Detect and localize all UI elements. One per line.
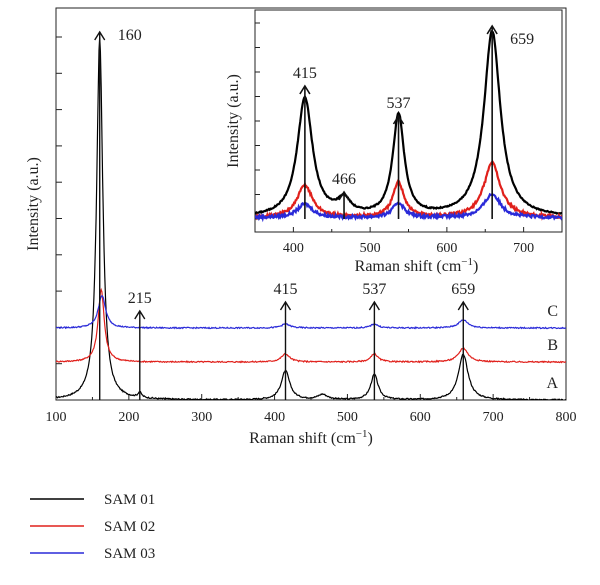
peak-label-537: 537 [362, 281, 386, 298]
series-line-sam-01 [56, 37, 566, 400]
x-axis-title: Raman shift (cm−1) [249, 428, 373, 447]
peak-marker-arrow [94, 30, 106, 41]
y-axis-title: Intensity (a.u.) [25, 157, 42, 251]
x-tick-label: 700 [483, 410, 504, 425]
peak-label-160: 160 [118, 27, 142, 44]
inset-series-line-sam-03 [255, 192, 562, 223]
inset-peak-marker-arrow [299, 84, 311, 95]
stack-label-c: C [547, 303, 558, 320]
x-tick-label: 100 [46, 410, 67, 425]
peak-label-415: 415 [274, 281, 298, 298]
inset-x-tick-label: 700 [513, 241, 534, 256]
inset-plot-frame [254, 9, 563, 233]
legend-label-sam-03: SAM 03 [104, 546, 155, 562]
x-tick-label: 600 [410, 410, 431, 425]
inset-peak-marker-arrow [338, 190, 350, 201]
peak-marker-arrow [457, 300, 469, 311]
inset-peak-marker-arrow [486, 24, 498, 35]
peak-label-215: 215 [128, 290, 152, 307]
inset-y-axis-title: Intensity (a.u.) [225, 74, 242, 168]
inset-series-line-sam-01 [255, 30, 562, 215]
inset-peak-label-415: 415 [293, 65, 317, 82]
legend-label-sam-02: SAM 02 [104, 519, 155, 535]
inset-x-tick-label: 500 [360, 241, 381, 256]
stack-label-a: A [546, 375, 558, 392]
inset-x-tick-label: 600 [436, 241, 457, 256]
x-tick-label: 300 [191, 410, 212, 425]
x-tick-label: 200 [118, 410, 139, 425]
peak-marker-arrow [134, 309, 146, 320]
inset-x-axis-title: Raman shift (cm−1) [355, 256, 479, 275]
stack-label-b: B [547, 337, 558, 354]
x-tick-label: 800 [556, 410, 577, 425]
series-line-sam-02 [56, 287, 566, 364]
peak-label-659: 659 [451, 281, 475, 298]
inset-peak-label-659: 659 [510, 31, 534, 48]
x-tick-label: 500 [337, 410, 358, 425]
peak-marker-arrow [279, 300, 292, 311]
legend-label-sam-01: SAM 01 [104, 492, 155, 508]
peak-marker-arrow [368, 300, 380, 311]
inset-series-line-sam-02 [255, 160, 562, 221]
inset-peak-label-466: 466 [332, 171, 356, 188]
x-tick-label: 400 [264, 410, 285, 425]
inset-peak-marker-arrow [392, 114, 405, 125]
inset-x-tick-label: 400 [283, 241, 304, 256]
series-line-sam-03 [56, 294, 566, 330]
inset-peak-label-537: 537 [387, 95, 411, 112]
